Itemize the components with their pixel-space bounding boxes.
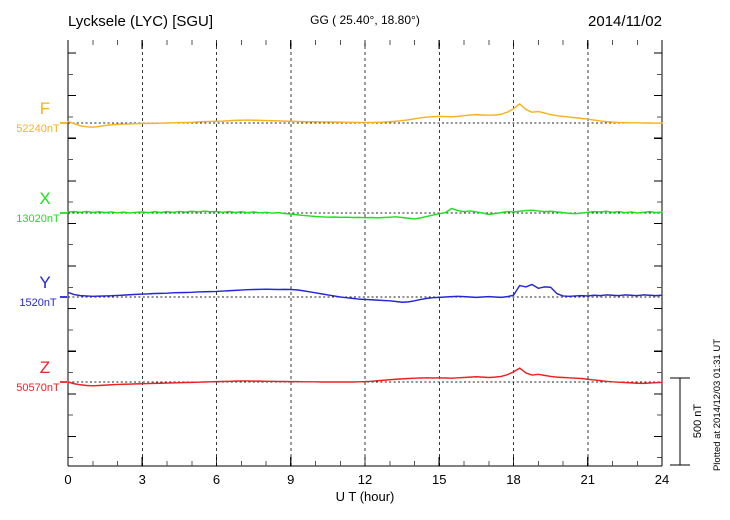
page-title: Lycksele (LYC) [SGU] <box>68 13 213 30</box>
scale-bar-label: 500 nT <box>692 404 704 439</box>
x-tick-label: 12 <box>358 472 372 487</box>
scale-bar: 500 nT <box>670 377 704 466</box>
vertical-gridlines <box>141 40 589 466</box>
trace-x <box>67 207 663 220</box>
x-tick-label: 9 <box>287 472 294 487</box>
x-tick-label: 18 <box>506 472 520 487</box>
component-baseline-x: 13020nT <box>16 213 60 225</box>
plotted-at-stamp: Plotted at 2014/12/03 01:31 UT <box>712 339 723 471</box>
y-axis-ticks <box>68 52 662 459</box>
component-traces <box>60 103 663 387</box>
x-tick-label: 0 <box>64 472 71 487</box>
x-tick-label: 21 <box>581 472 595 487</box>
component-letter-x: X <box>39 189 50 208</box>
component-baseline-f: 52240nT <box>16 123 60 135</box>
x-tick-label: 6 <box>213 472 220 487</box>
component-letter-f: F <box>40 99 50 118</box>
x-axis-tick-labels: 0 3 6 9 12 15 18 21 24 <box>64 472 669 487</box>
trace-y <box>67 283 663 303</box>
component-letter-y: Y <box>39 273 50 292</box>
x-axis-ticks <box>67 40 663 466</box>
trace-f <box>67 103 663 128</box>
trace-z <box>67 367 663 387</box>
observation-date: 2014/11/02 <box>588 13 662 30</box>
x-tick-label: 24 <box>655 472 669 487</box>
component-letter-z: Z <box>40 358 50 377</box>
geographic-coordinates: GG ( 25.40°, 18.80°) <box>310 13 420 27</box>
component-baseline-z: 50570nT <box>16 382 60 394</box>
component-baseline-y: 1520nT <box>19 297 57 309</box>
x-tick-label: 3 <box>139 472 146 487</box>
x-axis-title: U T (hour) <box>336 489 395 504</box>
x-tick-label: 15 <box>432 472 446 487</box>
component-labels: F 52240nT X 13020nT Y 1520nT Z 50570nT <box>16 99 60 394</box>
